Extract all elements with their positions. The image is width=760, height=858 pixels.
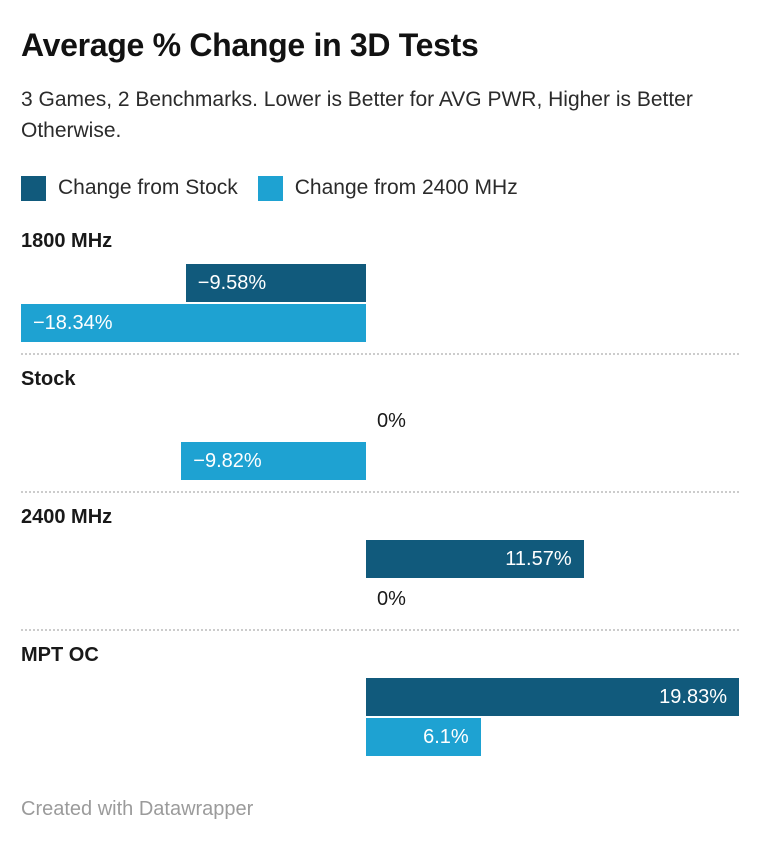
bar-group: Stock 0% −9.82% [21,353,739,491]
chart-title: Average % Change in 3D Tests [21,27,479,63]
legend-item-stock: Change from Stock [21,175,238,201]
chart-subtitle: 3 Games, 2 Benchmarks. Lower is Better f… [21,88,693,142]
bar-row: 19.83% [21,678,739,716]
datawrapper-credit-link[interactable]: Created with Datawrapper [21,798,254,820]
bar-row: 0% [21,580,739,618]
value-label: 6.1% [423,726,469,748]
plot-area: 1800 MHz −9.58% −18.34% Stock 0% −9.82% 2400 M… [21,217,739,767]
bar-group: MPT OC 19.83% 6.1% [21,629,739,767]
value-label: −9.82% [193,450,262,472]
bar-change-from-stock: 11.57% [365,540,584,578]
bar-change-from-stock: −9.58% [185,264,366,302]
value-label: 19.83% [659,686,727,708]
bar-group: 2400 MHz 11.57% 0% [21,491,739,629]
attribution: Created with Datawrapper [21,798,739,821]
bar-row: 0% [21,402,739,440]
bar-row: 11.57% [21,540,739,578]
legend-swatch-stock [21,175,46,201]
legend-swatch-2400 [257,175,283,201]
value-label: −18.34% [33,312,113,334]
bar-row: −9.58% [21,264,739,302]
value-label: 11.57% [505,548,572,570]
value-label-zero: 0% [376,588,406,610]
value-label-zero: 0% [376,410,406,432]
bar-change-from-2400: 6.1% [365,718,481,756]
value-label: −9.58% [197,272,267,294]
legend-label-2400: Change from 2400 MHz [294,176,518,199]
bar-row: −18.34% [21,304,739,342]
category-label: 1800 MHz [21,230,113,252]
bar-row: −9.82% [21,442,739,480]
bar-group: 1800 MHz −9.58% −18.34% [21,217,739,353]
bar-row: 6.1% [21,718,739,756]
category-label: MPT OC [21,644,99,666]
bar-change-from-2400: −18.34% [21,304,366,342]
legend: Change from Stock Change from 2400 MHz [21,175,739,201]
bar-change-from-2400: −9.82% [181,442,366,480]
bar-change-from-stock: 19.83% [365,678,739,716]
category-label: 2400 MHz [21,506,113,528]
category-label: Stock [21,368,76,390]
legend-label-stock: Change from Stock [58,176,238,199]
legend-item-2400: Change from 2400 MHz [257,175,518,201]
